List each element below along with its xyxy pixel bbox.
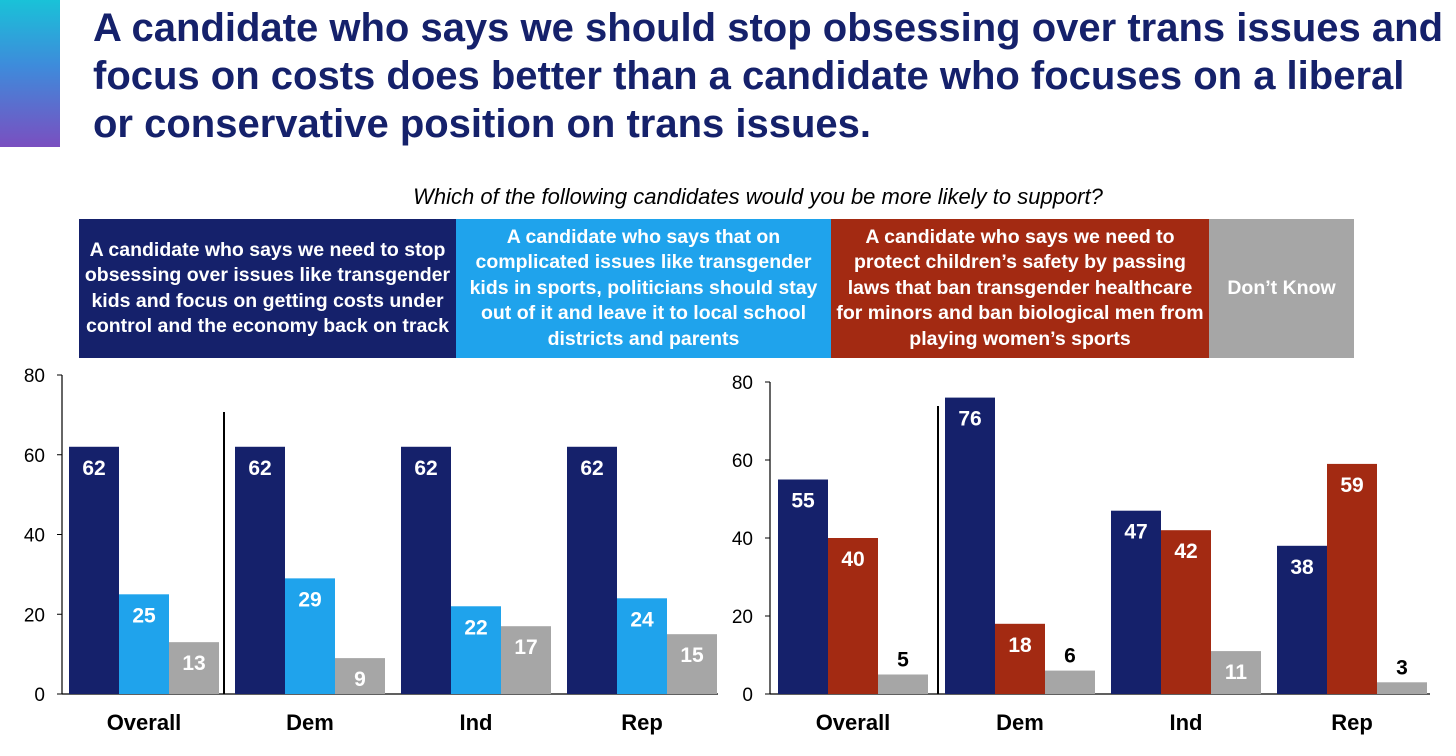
bar bbox=[451, 606, 501, 694]
data-label: 62 bbox=[580, 457, 603, 480]
y-tick-label: 20 bbox=[732, 607, 753, 628]
data-label: 5 bbox=[897, 649, 909, 672]
bar bbox=[69, 446, 119, 694]
accent-bar bbox=[0, 0, 60, 147]
y-tick-label: 60 bbox=[24, 446, 45, 467]
data-label: 22 bbox=[464, 616, 487, 639]
data-label: 25 bbox=[132, 604, 156, 627]
bar bbox=[995, 623, 1045, 694]
category-label: Rep bbox=[621, 710, 663, 735]
legend-label: Don’t Know bbox=[1227, 276, 1336, 299]
bar bbox=[501, 626, 551, 694]
bar bbox=[119, 594, 169, 694]
data-label: 42 bbox=[1174, 540, 1197, 563]
y-tick-label: 80 bbox=[732, 373, 753, 394]
data-label: 29 bbox=[298, 588, 321, 611]
bar bbox=[235, 446, 285, 694]
page-title: A candidate who says we should stop obse… bbox=[93, 6, 1443, 146]
data-label: 59 bbox=[1340, 474, 1363, 497]
data-label: 6 bbox=[1064, 645, 1076, 668]
y-tick-label: 0 bbox=[742, 685, 753, 706]
data-label: 62 bbox=[414, 457, 437, 480]
category-label: Overall bbox=[107, 710, 182, 735]
data-label: 47 bbox=[1124, 521, 1147, 544]
data-label: 55 bbox=[791, 490, 815, 513]
category-label: Ind bbox=[1170, 710, 1203, 735]
chart-left: 0 20 40 60 80 62 25 13 Overall 62 29 9 Dem 62 22 17 Ind 6… bbox=[24, 366, 718, 735]
y-tick-label: 40 bbox=[732, 529, 753, 550]
bar bbox=[1277, 545, 1327, 694]
legend-label: A candidate who says that on complicated… bbox=[469, 225, 818, 350]
data-label: 40 bbox=[841, 548, 864, 571]
bar bbox=[1111, 510, 1161, 694]
data-label: 18 bbox=[1008, 634, 1032, 657]
bar bbox=[617, 598, 667, 694]
chart-right: 0 20 40 60 80 55 40 5 Overall 76 18 6 Dem 47 42 11 Ind 38… bbox=[732, 373, 1430, 735]
data-label: 11 bbox=[1225, 661, 1248, 684]
legend-label: A candidate who says we need to protect … bbox=[836, 225, 1204, 350]
data-label: 3 bbox=[1396, 656, 1408, 679]
data-label: 17 bbox=[514, 636, 537, 659]
data-label: 62 bbox=[82, 457, 105, 480]
y-tick-label: 60 bbox=[732, 451, 753, 472]
bar bbox=[667, 634, 717, 694]
data-label: 15 bbox=[680, 644, 704, 667]
legend-item-dont-know: Don’t Know bbox=[1209, 219, 1354, 358]
bar bbox=[1045, 670, 1095, 694]
bar bbox=[778, 479, 828, 694]
legend-label: A candidate who says we need to stop obs… bbox=[84, 238, 451, 338]
bar bbox=[1377, 682, 1427, 694]
bar bbox=[828, 538, 878, 694]
bar bbox=[1161, 530, 1211, 694]
category-label: Overall bbox=[816, 710, 891, 735]
bar bbox=[878, 674, 928, 694]
survey-question: Which of the following candidates would … bbox=[413, 184, 1103, 209]
bar bbox=[401, 446, 451, 694]
y-tick-label: 0 bbox=[34, 685, 45, 706]
category-label: Rep bbox=[1331, 710, 1373, 735]
data-label: 13 bbox=[182, 652, 205, 675]
data-label: 38 bbox=[1290, 556, 1314, 579]
y-tick-label: 80 bbox=[24, 366, 45, 387]
bar bbox=[335, 658, 385, 694]
bar bbox=[285, 578, 335, 694]
data-label: 24 bbox=[630, 608, 654, 631]
y-tick-label: 20 bbox=[24, 605, 45, 626]
data-label: 62 bbox=[248, 457, 271, 480]
legend-item-focus-costs: A candidate who says we need to stop obs… bbox=[79, 219, 456, 358]
bar bbox=[1211, 651, 1261, 694]
bar bbox=[945, 397, 995, 694]
y-tick-label: 40 bbox=[24, 526, 45, 547]
category-label: Dem bbox=[996, 710, 1044, 735]
bar bbox=[1327, 463, 1377, 694]
data-label: 76 bbox=[958, 408, 981, 431]
category-label: Ind bbox=[460, 710, 493, 735]
legend-item-ban-trans-healthcare: A candidate who says we need to protect … bbox=[831, 219, 1209, 358]
bar bbox=[567, 446, 617, 694]
bar bbox=[169, 642, 219, 694]
legend-item-leave-to-local: A candidate who says that on complicated… bbox=[456, 219, 831, 358]
data-label: 9 bbox=[354, 668, 366, 691]
category-label: Dem bbox=[286, 710, 334, 735]
